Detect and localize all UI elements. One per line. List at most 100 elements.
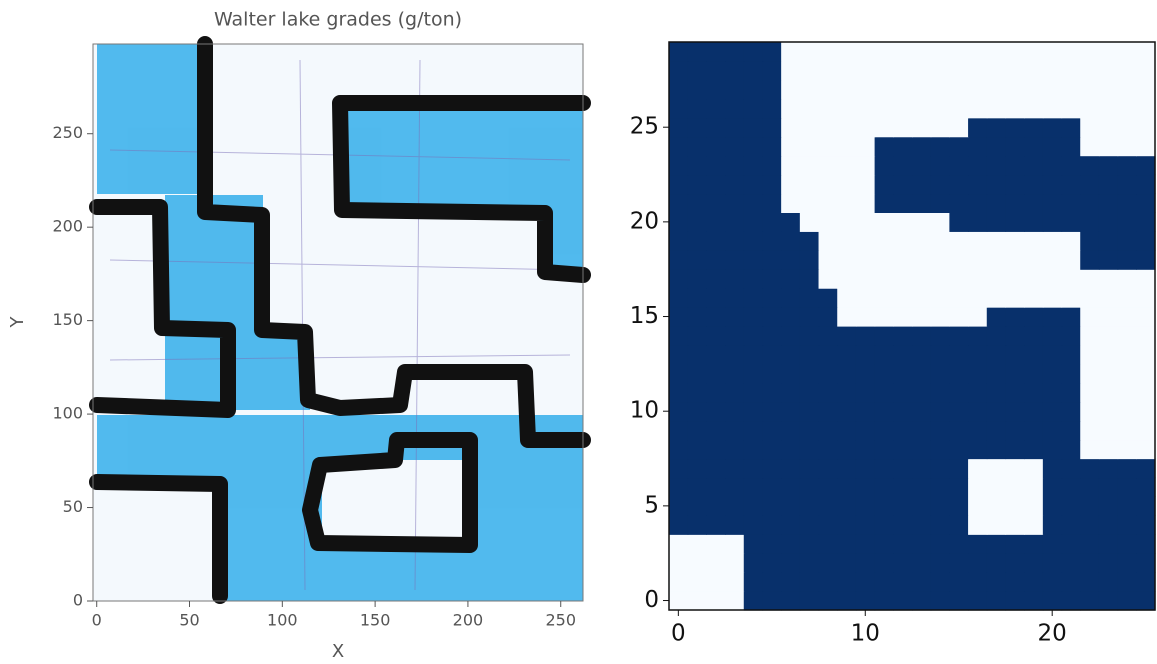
heat-cell [1005,515,1024,535]
heat-cell [669,364,688,384]
heat-cell [800,477,819,497]
heat-cell [688,477,707,497]
heat-cell [1118,156,1137,176]
heat-cell [725,212,744,232]
heat-cell [1043,572,1062,592]
heat-cell [912,250,931,270]
heat-cell [931,175,950,195]
heat-cell [1080,118,1099,138]
heat-cell [800,80,819,100]
heat-cell [893,534,912,554]
heat-cell [968,231,987,251]
heat-cell [856,364,875,384]
heat-cell [1118,288,1137,308]
heat-cell [800,345,819,365]
heat-cell [931,61,950,81]
heat-cell [912,212,931,232]
heat-cell [856,250,875,270]
heat-cell [931,496,950,516]
heat-cell [1062,421,1081,441]
heat-cell [1005,496,1024,516]
heat-cell [744,496,763,516]
heat-cell [1005,212,1024,232]
heat-cell [893,364,912,384]
heat-cell [931,137,950,157]
heat-cell [669,156,688,176]
heat-cell [1062,156,1081,176]
heat-cell [875,42,894,62]
heat-cell [968,591,987,611]
heat-cell [1005,118,1024,138]
heat-cell [706,118,725,138]
heat-cell [949,269,968,289]
heat-cell [837,250,856,270]
heat-cell [688,440,707,460]
heat-cell [856,307,875,327]
heat-cell [706,61,725,81]
heat-cell [893,459,912,479]
heat-cell [931,515,950,535]
heat-cell [819,137,838,157]
heat-cell [1080,99,1099,119]
heat-cell [893,496,912,516]
heat-cell [893,212,912,232]
heat-cell [856,288,875,308]
heat-cell [837,212,856,232]
heat-cell [968,459,987,479]
heat-cell [875,307,894,327]
heat-cell [856,421,875,441]
heat-cell [744,137,763,157]
heat-cell [781,572,800,592]
heat-cell [875,80,894,100]
heat-cell [1080,421,1099,441]
heat-cell [931,477,950,497]
heat-cell [1080,477,1099,497]
heat-cell [1118,440,1137,460]
heat-cell [800,231,819,251]
heat-cell [875,137,894,157]
heat-cell [819,231,838,251]
heat-cell [744,553,763,573]
heat-cell [762,137,781,157]
heat-cell [968,496,987,516]
heat-cell [968,421,987,441]
heat-cell [1062,383,1081,403]
heat-cell [1005,402,1024,422]
heat-cell [819,156,838,176]
heat-cell [688,250,707,270]
heat-cell [912,553,931,573]
heat-cell [893,42,912,62]
heat-cell [688,288,707,308]
heat-cell [1024,345,1043,365]
heat-cell [1043,459,1062,479]
heat-cell [1099,80,1118,100]
y-tick-label: 10 [630,398,659,424]
heat-cell [688,421,707,441]
heat-cell [968,118,987,138]
heat-cell [819,80,838,100]
heat-cell [800,515,819,535]
heat-cell [1136,440,1155,460]
heat-cell [912,61,931,81]
heat-cell [893,345,912,365]
heat-cell [781,553,800,573]
heat-cell [1080,515,1099,535]
heat-cell [1024,231,1043,251]
heat-cell [762,288,781,308]
heat-cell [931,193,950,213]
heat-cell [1136,515,1155,535]
heat-cell [1062,307,1081,327]
heat-cell [1062,175,1081,195]
heat-cell [669,137,688,157]
heat-cell [762,326,781,346]
heat-cell [1080,80,1099,100]
heat-cell [1043,421,1062,441]
heat-cell [706,383,725,403]
heat-cell [819,459,838,479]
heat-cell [1024,496,1043,516]
heat-cell [856,553,875,573]
heat-cell [856,42,875,62]
heat-cell [800,421,819,441]
heat-cell [1136,345,1155,365]
x-tick-label: 150 [360,611,391,630]
